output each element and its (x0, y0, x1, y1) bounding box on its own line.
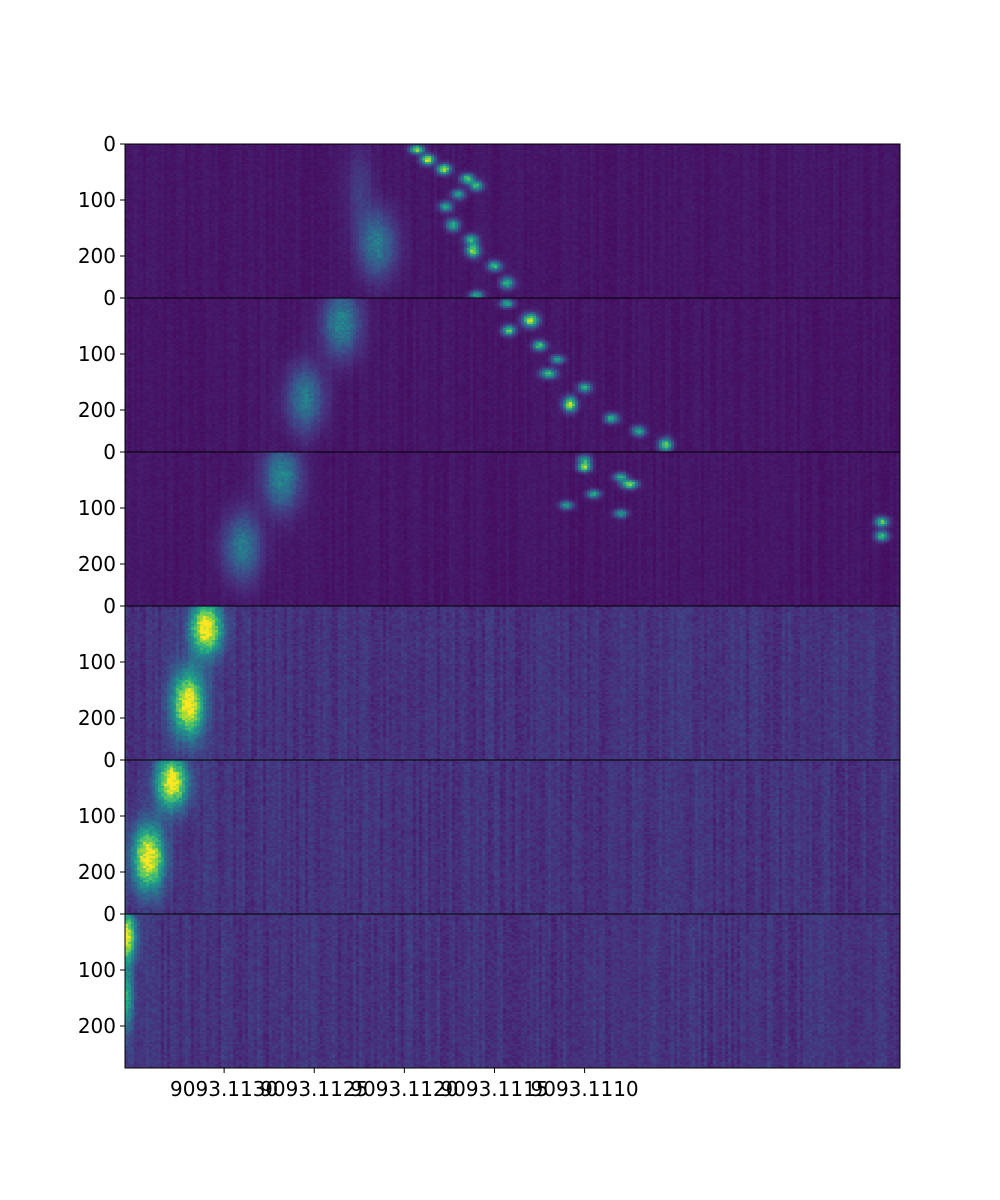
y-tick-label: 100 (78, 804, 116, 828)
x-tick-label: 9093.1110 (531, 1077, 639, 1101)
y-tick-label: 0 (103, 594, 116, 618)
heatmap-panel-4 (125, 606, 900, 760)
y-tick-label: 100 (78, 496, 116, 520)
y-tick-label: 0 (103, 902, 116, 926)
x-tick-label: 9093.1115 (440, 1077, 548, 1101)
y-tick-label: 200 (78, 706, 116, 730)
y-tick-label: 0 (103, 286, 116, 310)
x-axis: 9093.11309093.11259093.11209093.11159093… (170, 1068, 639, 1101)
y-tick-label: 100 (78, 650, 116, 674)
y-tick-label: 200 (78, 1014, 116, 1038)
y-tick-label: 0 (103, 440, 116, 464)
y-tick-label: 200 (78, 552, 116, 576)
y-tick-label: 0 (103, 132, 116, 156)
heatmap-panel-5 (125, 760, 900, 914)
heatmap-panel-2 (125, 298, 900, 452)
y-axis: 0 100 200 0 100 200 0 100 200 0 100 200 0 100 200 0 100 2… (78, 132, 125, 1038)
panel-stack (125, 144, 900, 1068)
y-tick-label: 100 (78, 958, 116, 982)
heatmap-panel-3 (125, 452, 900, 606)
heatmap-panel-1 (125, 144, 900, 298)
y-tick-label: 200 (78, 398, 116, 422)
y-tick-label: 200 (78, 860, 116, 884)
x-tick-label: 9093.1130 (170, 1077, 278, 1101)
y-tick-label: 100 (78, 188, 116, 212)
y-tick-label: 200 (78, 244, 116, 268)
y-tick-label: 0 (103, 748, 116, 772)
x-tick-label: 9093.1125 (260, 1077, 368, 1101)
heatmap-panel-6 (125, 914, 900, 1068)
y-tick-label: 100 (78, 342, 116, 366)
panel-separators (125, 297, 900, 915)
x-tick-label: 9093.1120 (350, 1077, 458, 1101)
